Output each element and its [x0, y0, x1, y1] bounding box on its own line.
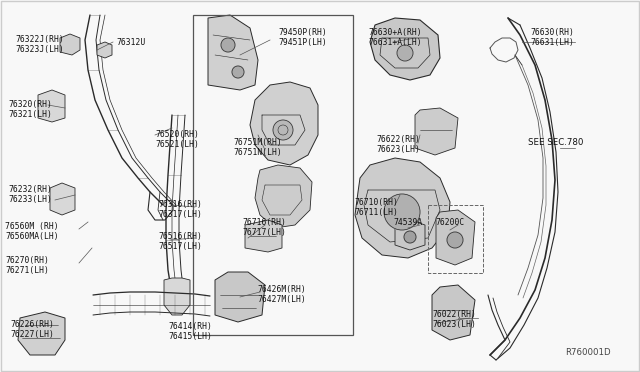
Text: 76312U: 76312U	[116, 38, 145, 47]
Polygon shape	[97, 42, 112, 58]
Circle shape	[404, 231, 416, 243]
Text: 76630(RH)
76631(LH): 76630(RH) 76631(LH)	[530, 28, 574, 47]
Circle shape	[397, 45, 413, 61]
Polygon shape	[436, 210, 475, 265]
Polygon shape	[395, 220, 425, 250]
Text: R760001D: R760001D	[565, 348, 611, 357]
Text: 76414(RH)
76415(LH): 76414(RH) 76415(LH)	[168, 322, 212, 341]
Text: 76320(RH)
76321(LH): 76320(RH) 76321(LH)	[8, 100, 52, 119]
Polygon shape	[164, 278, 190, 315]
Polygon shape	[415, 108, 458, 155]
Polygon shape	[18, 312, 65, 355]
Bar	[193, 15, 353, 335]
Text: SEE SEC.780: SEE SEC.780	[528, 138, 584, 147]
Text: 76520(RH)
76521(LH): 76520(RH) 76521(LH)	[155, 130, 199, 150]
Polygon shape	[38, 90, 65, 122]
Text: 79450P(RH)
79451P(LH): 79450P(RH) 79451P(LH)	[278, 28, 327, 47]
Text: 76516(RH)
76517(LH): 76516(RH) 76517(LH)	[158, 232, 202, 251]
Circle shape	[232, 66, 244, 78]
Text: 76270(RH)
76271(LH): 76270(RH) 76271(LH)	[5, 256, 49, 275]
Circle shape	[221, 38, 235, 52]
Polygon shape	[432, 285, 475, 340]
Polygon shape	[355, 158, 450, 258]
Text: 76710(RH)
76711(LH): 76710(RH) 76711(LH)	[354, 198, 398, 217]
Text: 74539A: 74539A	[393, 218, 422, 227]
Polygon shape	[250, 82, 318, 165]
Text: 76751M(RH)
76751N(LH): 76751M(RH) 76751N(LH)	[233, 138, 282, 157]
Polygon shape	[60, 34, 80, 55]
Polygon shape	[215, 272, 265, 322]
Text: 76322J(RH)
76323J(LH): 76322J(RH) 76323J(LH)	[15, 35, 64, 54]
Text: 76716(RH)
76717(LH): 76716(RH) 76717(LH)	[242, 218, 286, 237]
Polygon shape	[208, 15, 258, 90]
Circle shape	[273, 120, 293, 140]
Polygon shape	[50, 183, 75, 215]
Polygon shape	[255, 165, 312, 228]
Text: 76426M(RH)
76427M(LH): 76426M(RH) 76427M(LH)	[257, 285, 306, 304]
Text: 76200C: 76200C	[435, 218, 464, 227]
Bar	[428, 205, 483, 273]
Circle shape	[384, 194, 420, 230]
Text: 76232(RH)
76233(LH): 76232(RH) 76233(LH)	[8, 185, 52, 204]
Text: 76316(RH)
76317(LH): 76316(RH) 76317(LH)	[158, 200, 202, 219]
Polygon shape	[245, 220, 282, 252]
Text: 76630+A(RH)
76631+A(LH): 76630+A(RH) 76631+A(LH)	[368, 28, 422, 47]
Circle shape	[447, 232, 463, 248]
Text: 76622(RH)
76623(LH): 76622(RH) 76623(LH)	[376, 135, 420, 154]
Text: 76022(RH)
76023(LH): 76022(RH) 76023(LH)	[432, 310, 476, 329]
Text: 76226(RH)
76227(LH): 76226(RH) 76227(LH)	[10, 320, 54, 339]
Polygon shape	[370, 18, 440, 80]
Text: 76560M (RH)
76560MA(LH): 76560M (RH) 76560MA(LH)	[5, 222, 59, 241]
